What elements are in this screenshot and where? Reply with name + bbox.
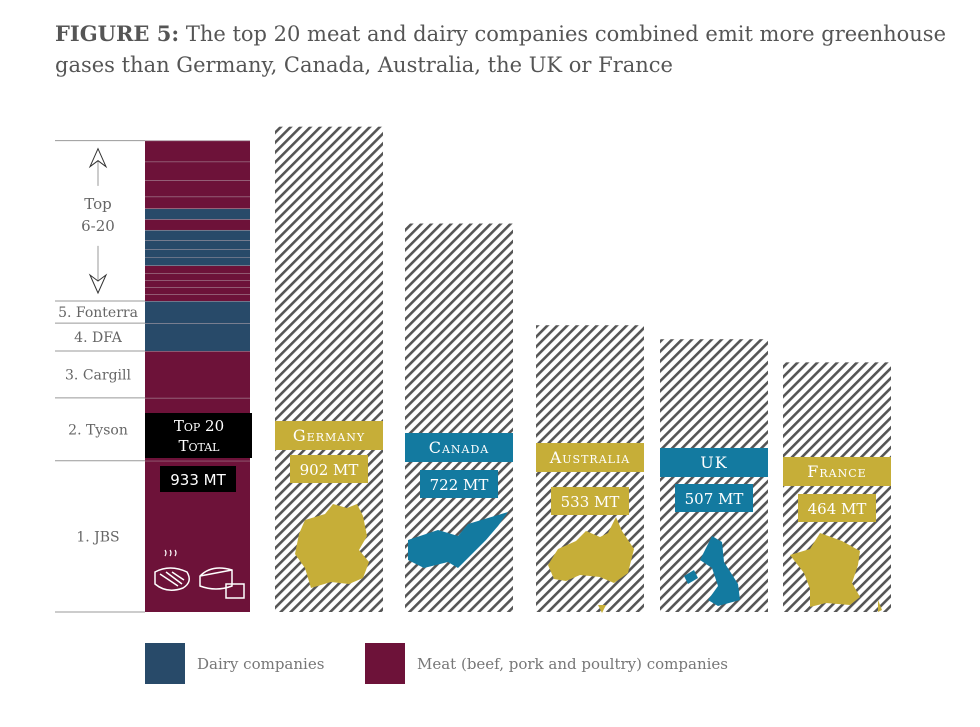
- company-segment-18: [145, 280, 250, 288]
- steak-icon: [154, 567, 190, 591]
- total-label-box: [145, 413, 252, 458]
- company-label: 5. Fonterra: [58, 305, 138, 321]
- country-label-canada: Canada: [429, 438, 490, 457]
- company-segment-5: [145, 301, 250, 324]
- country-label-box-canada: [405, 433, 513, 462]
- company-label: 4. DFA: [74, 330, 123, 346]
- company-segment-11: [145, 219, 250, 230]
- group-label-range: 6-20: [81, 217, 115, 235]
- total-label-line1: Top 20: [174, 417, 224, 435]
- value-label-germany: 902 MT: [300, 461, 359, 479]
- arrow-up-icon: [88, 147, 108, 169]
- company-segment-9: [145, 196, 250, 209]
- company-segment-17: [145, 273, 250, 281]
- company-segment-3: [145, 351, 250, 398]
- company-segment-13: [145, 240, 250, 250]
- value-label-uk: 507 MT: [685, 490, 744, 508]
- group-label-top: Top: [84, 195, 111, 213]
- company-segment-15: [145, 257, 250, 266]
- country-label-germany: Germany: [293, 426, 365, 445]
- value-box-france: [798, 494, 876, 522]
- france-map-icon: [790, 533, 882, 612]
- legend-label-dairy: Dairy companies: [197, 655, 324, 673]
- chart-title: FIGURE 5: The top 20 meat and dairy comp…: [55, 18, 955, 81]
- figure-number: FIGURE 5:: [55, 21, 180, 46]
- company-label: 1. JBS: [76, 529, 119, 545]
- total-value: 933 MT: [170, 471, 226, 489]
- legend-label-meat: Meat (beef, pork and poultry) companies: [417, 655, 728, 673]
- country-label-box-australia: [536, 443, 644, 472]
- company-segment-16: [145, 265, 250, 274]
- company-segment-4: [145, 323, 250, 352]
- company-segment-20: [145, 294, 250, 302]
- value-label-australia: 533 MT: [561, 493, 620, 511]
- arrow-down-icon: [88, 273, 108, 295]
- canada-map-icon: [408, 512, 508, 568]
- value-box-australia: [551, 487, 629, 515]
- title-text: The top 20 meat and dairy companies comb…: [55, 22, 947, 77]
- total-label-line2: Total: [178, 437, 220, 455]
- company-label: 3. Cargill: [65, 367, 131, 383]
- legend-swatch-dairy: [145, 643, 185, 684]
- country-label-australia: Australia: [549, 448, 631, 467]
- company-segment-7: [145, 161, 250, 181]
- uk-map-icon: [684, 536, 740, 606]
- company-segment-6: [145, 140, 250, 162]
- cheese-icon: [199, 567, 245, 599]
- legend-swatch-meat: [365, 643, 405, 684]
- country-label-box-france: [783, 457, 891, 486]
- country-label-france: France: [807, 462, 866, 481]
- total-value-box: [160, 466, 236, 492]
- steam-icon: [164, 549, 177, 557]
- value-label-france: 464 MT: [808, 500, 867, 518]
- company-segment-12: [145, 229, 250, 241]
- company-segment-14: [145, 249, 250, 258]
- country-label-box-germany: [275, 421, 383, 450]
- company-segment-10: [145, 208, 250, 220]
- country-label-box-uk: [660, 448, 768, 477]
- value-box-uk: [675, 484, 753, 512]
- australia-map-icon: [548, 517, 634, 613]
- germany-map-icon: [295, 504, 369, 588]
- company-segment-8: [145, 180, 250, 197]
- company-segment-19: [145, 287, 250, 295]
- value-box-canada: [420, 470, 498, 498]
- value-box-germany: [290, 455, 368, 483]
- value-label-canada: 722 MT: [430, 476, 489, 494]
- country-label-uk: UK: [700, 453, 727, 472]
- company-label: 2. Tyson: [68, 422, 128, 438]
